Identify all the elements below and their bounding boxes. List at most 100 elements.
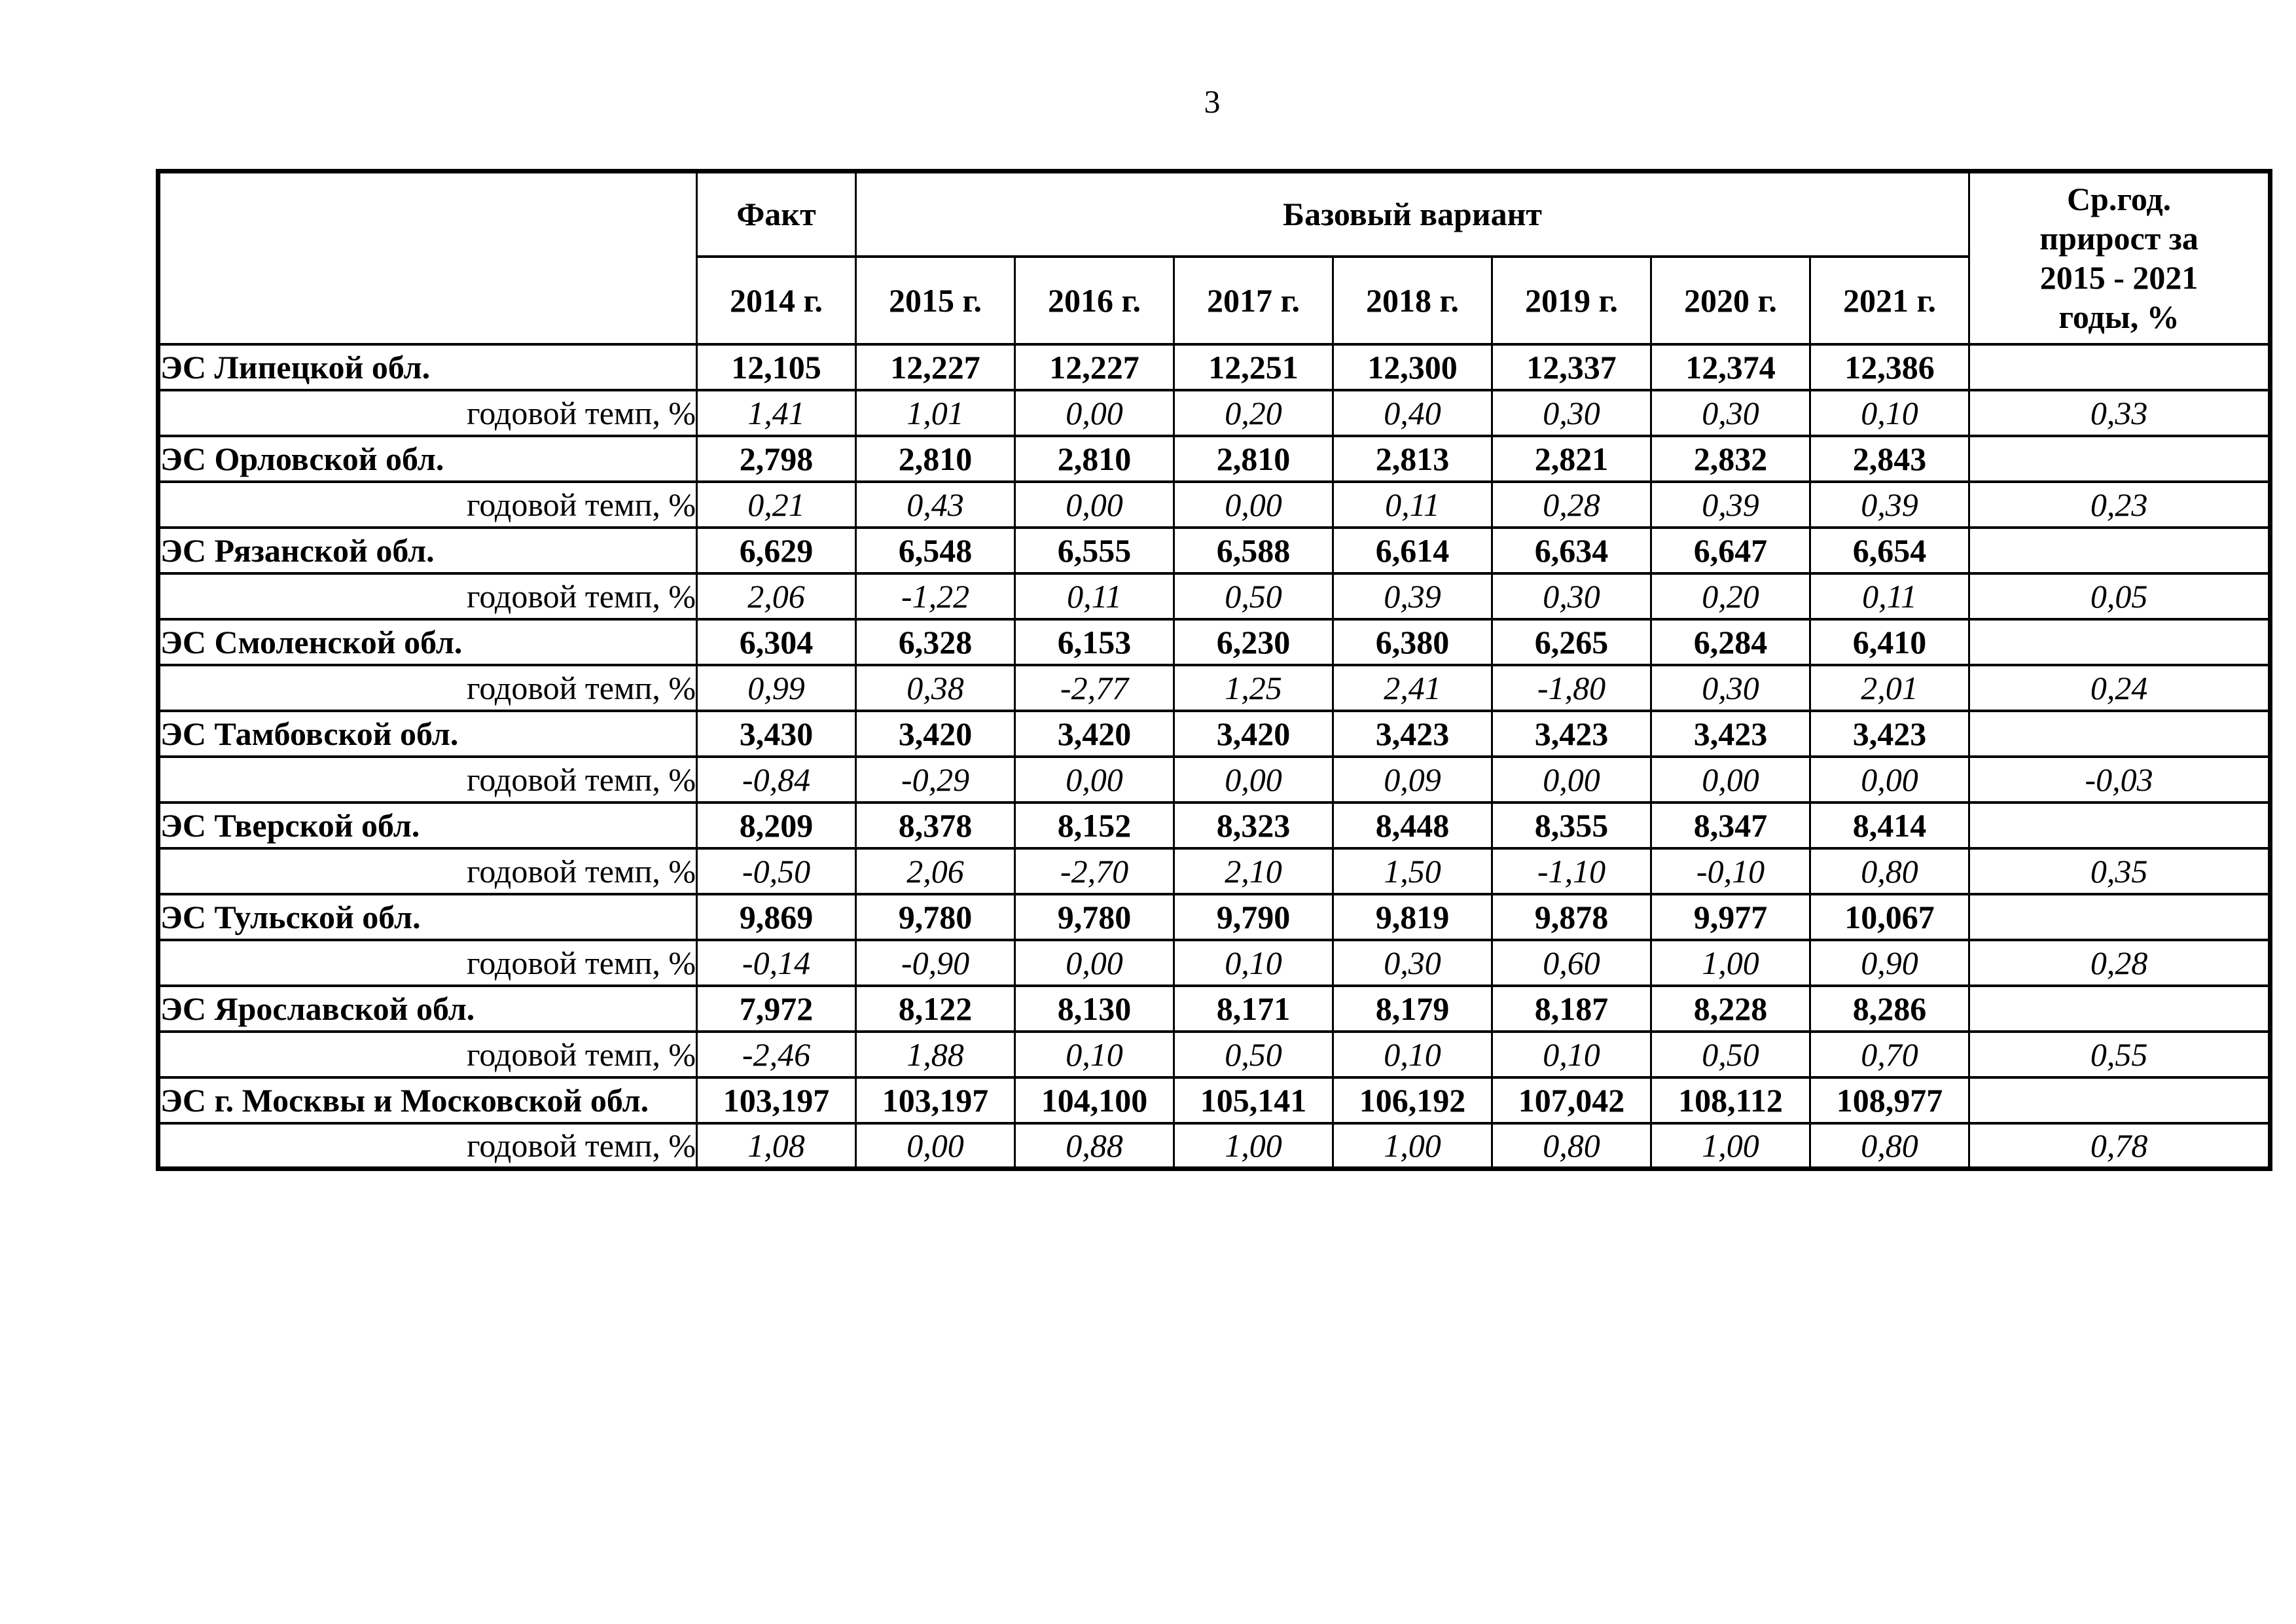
region-name-cell: ЭС Тамбовской обл. [157,709,698,758]
region-value-cell: 9,780 [855,892,1016,941]
table-header: Факт Базовый вариант Ср.год. прирост за … [157,170,2272,346]
region-value-cell: 3,423 [1808,709,1971,758]
region-row: ЭС Тульской обл. 9,869 9,780 9,780 9,790 9,81… [157,892,2272,941]
year-header-2014: 2014 г. [696,255,857,346]
temp-row: годовой темп, % -2,46 1,88 0,10 0,50 0,10 0,10… [157,1030,2272,1079]
temp-value-cell: -2,70 [1014,846,1175,895]
region-value-cell: 8,130 [1014,984,1175,1033]
temp-value-cell: 1,25 [1173,663,1334,712]
region-value-cell: 3,420 [1014,709,1175,758]
region-value-cell: 103,197 [855,1075,1016,1125]
region-value-cell: 8,152 [1014,801,1175,850]
temp-value-cell: 0,10 [1332,1030,1493,1079]
temp-row: годовой темп, % 1,41 1,01 0,00 0,20 0,40 0,30 0… [157,388,2272,437]
temp-value-cell: 0,00 [1014,480,1175,529]
region-value-cell: 6,410 [1808,617,1971,666]
region-value-cell: 6,153 [1014,617,1175,666]
region-value-cell: 6,548 [855,526,1016,575]
temp-value-cell: 0,10 [1014,1030,1175,1079]
region-value-cell: 105,141 [1173,1075,1334,1125]
region-value-cell: 2,832 [1650,434,1811,483]
temp-label-cell: годовой темп, % [157,1030,698,1079]
region-value-cell: 6,304 [696,617,857,666]
temp-value-cell: -1,10 [1491,846,1652,895]
temp-label-cell: годовой темп, % [157,846,698,895]
temp-value-cell: 2,06 [696,571,857,621]
temp-value-cell: 0,00 [1014,755,1175,804]
temp-value-cell: 0,30 [1491,388,1652,437]
temp-row: годовой темп, % -0,84 -0,29 0,00 0,00 0,09 0,0… [157,755,2272,804]
region-value-cell: 10,067 [1808,892,1971,941]
temp-value-cell: 0,10 [1808,388,1971,437]
region-value-cell: 8,355 [1491,801,1652,850]
avg-value-cell: 0,05 [1968,571,2272,621]
region-value-cell: 8,323 [1173,801,1334,850]
temp-label-cell: годовой темп, % [157,663,698,712]
temp-value-cell: 0,43 [855,480,1016,529]
temp-value-cell: 0,39 [1650,480,1811,529]
temp-value-cell: 1,08 [696,1121,857,1170]
region-value-cell: 6,555 [1014,526,1175,575]
temp-value-cell: 1,00 [1332,1121,1493,1170]
temp-value-cell: 0,21 [696,480,857,529]
corner-cell [157,170,698,346]
region-value-cell: 3,423 [1332,709,1493,758]
region-value-cell: 7,972 [696,984,857,1033]
temp-value-cell: 0,40 [1332,388,1493,437]
temp-value-cell: 0,00 [1491,755,1652,804]
temp-row: годовой темп, % 2,06 -1,22 0,11 0,50 0,39 0,30… [157,571,2272,621]
region-name-cell: ЭС Смоленской обл. [157,617,698,666]
region-avg-cell [1968,892,2272,941]
temp-value-cell: 1,01 [855,388,1016,437]
region-value-cell: 8,448 [1332,801,1493,850]
region-value-cell: 9,878 [1491,892,1652,941]
region-value-cell: 6,634 [1491,526,1652,575]
temp-value-cell: 0,39 [1332,571,1493,621]
year-header-2019: 2019 г. [1491,255,1652,346]
temp-label-cell: годовой темп, % [157,388,698,437]
region-value-cell: 12,251 [1173,342,1334,391]
temp-value-cell: -0,10 [1650,846,1811,895]
region-value-cell: 8,209 [696,801,857,850]
region-avg-cell [1968,709,2272,758]
base-variant-header: Базовый вариант [854,170,1971,258]
temp-value-cell: 0,00 [1808,755,1971,804]
region-value-cell: 6,265 [1491,617,1652,666]
region-value-cell: 6,614 [1332,526,1493,575]
region-value-cell: 8,228 [1650,984,1811,1033]
temp-value-cell: -0,84 [696,755,857,804]
temp-value-cell: 0,50 [1650,1030,1811,1079]
temp-value-cell: 0,50 [1173,571,1334,621]
temp-label-cell: годовой темп, % [157,755,698,804]
avg-value-cell: 0,23 [1968,480,2272,529]
temp-row: годовой темп, % -0,14 -0,90 0,00 0,10 0,30 0,6… [157,938,2272,987]
temp-value-cell: 0,80 [1491,1121,1652,1170]
temp-value-cell: -2,46 [696,1030,857,1079]
region-value-cell: 9,780 [1014,892,1175,941]
region-value-cell: 6,328 [855,617,1016,666]
temp-value-cell: -0,50 [696,846,857,895]
temp-value-cell: 0,00 [855,1121,1016,1170]
temp-value-cell: 0,70 [1808,1030,1971,1079]
region-value-cell: 12,227 [855,342,1016,391]
region-value-cell: 12,386 [1808,342,1971,391]
region-avg-cell [1968,526,2272,575]
region-value-cell: 9,977 [1650,892,1811,941]
region-row: ЭС Тверской обл. 8,209 8,378 8,152 8,323 8,44… [157,801,2272,850]
avg-value-cell: 0,78 [1968,1121,2272,1170]
temp-value-cell: 1,00 [1650,938,1811,987]
region-value-cell: 12,227 [1014,342,1175,391]
region-value-cell: 2,798 [696,434,857,483]
avg-value-cell: 0,28 [1968,938,2272,987]
temp-value-cell: 0,30 [1650,388,1811,437]
temp-label-cell: годовой темп, % [157,1121,698,1170]
region-value-cell: 6,230 [1173,617,1334,666]
temp-value-cell: 0,00 [1650,755,1811,804]
year-header-2016: 2016 г. [1014,255,1175,346]
avg-growth-header: Ср.год. прирост за 2015 - 2021 годы, % [1968,170,2272,346]
temp-row: годовой темп, % -0,50 2,06 -2,70 2,10 1,50 -1,… [157,846,2272,895]
region-value-cell: 3,420 [855,709,1016,758]
region-name-cell: ЭС Тульской обл. [157,892,698,941]
avg-value-cell: 0,24 [1968,663,2272,712]
temp-value-cell: 0,50 [1173,1030,1334,1079]
